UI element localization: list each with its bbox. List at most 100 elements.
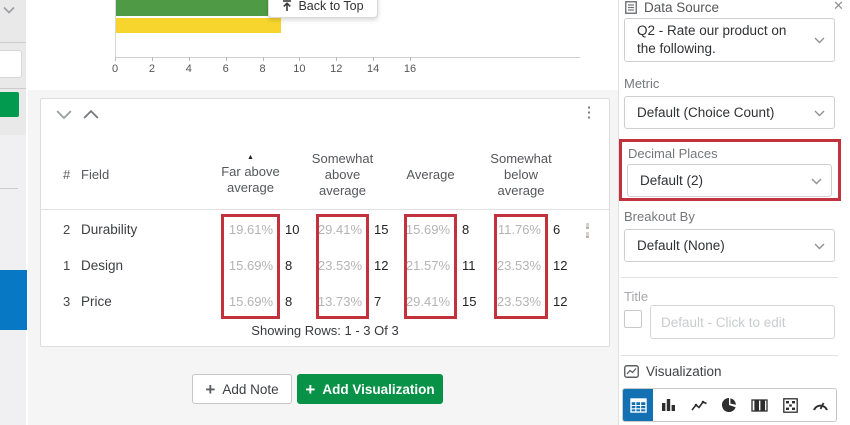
- cell-pct: 13.73%: [317, 293, 362, 309]
- x-axis-tick: [225, 57, 227, 61]
- sort-ascending-icon: ▲: [247, 153, 254, 161]
- breakout-by-dropdown[interactable]: Default (None): [624, 229, 835, 262]
- close-icon[interactable]: ✕: [833, 0, 844, 13]
- viz-data-table-icon[interactable]: [623, 389, 654, 421]
- cell-count: 10: [285, 221, 300, 237]
- cell-pct: 15.69%: [228, 257, 273, 273]
- back-to-top-label: Back to Top: [298, 0, 364, 13]
- x-axis-tick-label: 4: [185, 63, 192, 75]
- cell-count: 15: [374, 221, 389, 237]
- add-visualization-label: Add Visualization: [322, 381, 435, 397]
- card-chevron-down-icon[interactable]: [56, 107, 72, 121]
- col-header-label: Far above average: [221, 163, 280, 195]
- cell-count: 12: [374, 257, 389, 273]
- settings-panel: Data Source ✕ Q2 - Rate our product on t…: [618, 0, 850, 425]
- col-spacer: [457, 141, 494, 209]
- cell-pct: 11.76%: [497, 221, 541, 237]
- visualization-icon: [624, 365, 639, 378]
- card-menu-kebab-icon[interactable]: ⋮: [581, 104, 597, 121]
- title-input[interactable]: [650, 305, 835, 339]
- sidebar-green-swatch[interactable]: [0, 92, 19, 117]
- sidebar-card-partial[interactable]: [0, 50, 22, 78]
- table-body: 2 Durability 19.61% 10 29.41% 15 15.69% …: [55, 211, 588, 319]
- col-header-num[interactable]: #: [63, 166, 71, 182]
- viz-stats-table-icon[interactable]: [775, 389, 805, 421]
- decimal-places-value: Default (2): [640, 173, 704, 188]
- add-note-button[interactable]: + Add Note: [192, 374, 292, 404]
- cell-pct: 15.69%: [228, 293, 273, 309]
- cell-count: 12: [553, 293, 568, 309]
- x-axis-tick: [115, 57, 116, 61]
- cell-count: 15: [462, 293, 477, 309]
- cell-pct: 29.41%: [317, 221, 362, 237]
- viz-gauge-icon[interactable]: [806, 389, 836, 421]
- metric-dropdown[interactable]: Default (Choice Count): [624, 96, 835, 129]
- viz-line-chart-icon[interactable]: [684, 389, 714, 421]
- cell-pct: 19.61%: [228, 221, 273, 237]
- x-axis-tick-label: 6: [222, 63, 229, 75]
- x-axis-tick-label: 16: [403, 63, 417, 75]
- arrow-to-top-icon: [283, 0, 292, 11]
- metric-value: Default (Choice Count): [637, 105, 775, 120]
- decimal-places-label: Decimal Places: [628, 146, 718, 161]
- viz-pie-chart-icon[interactable]: [714, 389, 744, 421]
- x-axis-tick: [299, 57, 301, 61]
- title-label: Title: [624, 289, 649, 304]
- row-field: Design: [81, 257, 124, 273]
- visualization-label: Visualization: [646, 364, 722, 379]
- cell-pct: 29.41%: [405, 293, 450, 309]
- sidebar-blue-block[interactable]: [0, 270, 27, 330]
- data-source-dropdown[interactable]: Q2 - Rate our product on the following.: [624, 18, 835, 62]
- col-header-field[interactable]: Field: [81, 166, 110, 182]
- showing-rows-status: Showing Rows: 1 - 3 Of 3: [251, 323, 399, 338]
- cell-count: 8: [285, 257, 293, 273]
- back-to-top-button[interactable]: Back to Top: [268, 0, 378, 18]
- col-header-far-above[interactable]: ▲ Far above average: [221, 141, 280, 209]
- decimal-places-dropdown[interactable]: Default (2): [627, 164, 832, 197]
- card-chevron-up-icon[interactable]: [83, 107, 99, 121]
- add-note-label: Add Note: [222, 381, 279, 397]
- sidebar-divider: [0, 42, 26, 43]
- x-axis-tick: [336, 57, 338, 61]
- x-axis-tick: [373, 57, 375, 61]
- x-axis-tick-label: 10: [293, 63, 306, 75]
- x-axis-tick: [151, 57, 153, 61]
- sidebar-divider: [0, 88, 26, 89]
- y-axis-line: [115, 0, 116, 57]
- bar-yellow: [115, 18, 281, 33]
- clipped-content-marks: [586, 223, 590, 239]
- chevron-down-icon: [814, 37, 825, 44]
- viz-bar-chart-icon[interactable]: [653, 389, 683, 421]
- col-header-average[interactable]: Average: [406, 166, 455, 182]
- col-spacer: [369, 141, 404, 209]
- viz-breakdown-bar-icon[interactable]: [745, 389, 775, 421]
- data-source-label: Data Source: [644, 0, 720, 15]
- breakout-by-label: Breakout By: [624, 209, 695, 224]
- x-axis-tick-label: 0: [111, 63, 119, 75]
- cell-pct: 23.53%: [496, 293, 541, 309]
- panel-divider: [621, 355, 838, 356]
- col-header-somewhat-above[interactable]: Somewhat above average: [311, 150, 374, 199]
- chevron-down-icon: [814, 243, 825, 249]
- visualization-header: Visualization: [624, 364, 722, 379]
- x-axis-tick-label: 8: [259, 63, 266, 75]
- add-visualization-button[interactable]: + Add Visualization: [297, 374, 443, 404]
- x-axis-ticks: 0 2 4 6 8 10 12 14 16: [112, 57, 416, 77]
- x-axis-tick: [410, 57, 411, 61]
- x-axis-tick-label: 2: [148, 63, 155, 75]
- col-header-somewhat-below[interactable]: Somewhat below average: [490, 150, 552, 199]
- cell-count: 8: [462, 221, 470, 237]
- row-num: 1: [63, 257, 71, 273]
- title-checkbox[interactable]: [624, 310, 642, 328]
- sidebar-divider: [0, 188, 18, 189]
- sidebar-chevron-down-icon[interactable]: [3, 6, 15, 14]
- x-axis-line: [115, 57, 580, 58]
- plus-icon: +: [305, 379, 316, 399]
- cell-pct: 15.69%: [405, 221, 450, 237]
- cell-pct: 23.53%: [317, 257, 362, 273]
- x-axis-tick: [188, 57, 190, 61]
- data-source-value: Q2 - Rate our product on the following.: [637, 23, 787, 56]
- chevron-down-icon: [811, 178, 822, 184]
- panel-divider: [621, 277, 838, 278]
- row-num: 3: [63, 293, 71, 309]
